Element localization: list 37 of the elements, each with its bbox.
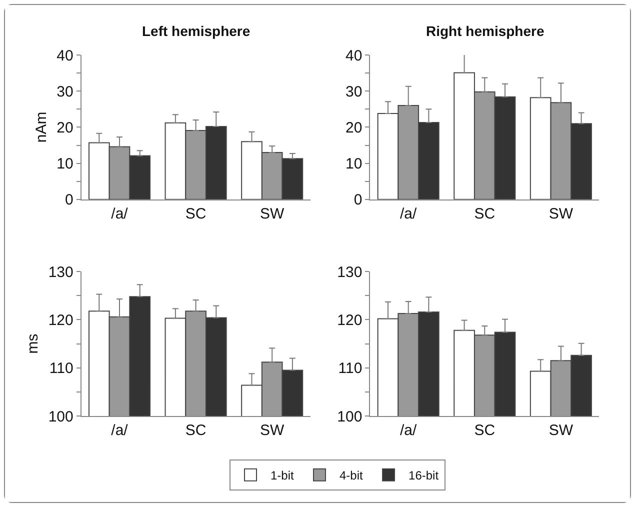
y-tick-label: 110 — [49, 360, 74, 378]
x-tick-label: /a/ — [111, 422, 129, 439]
x-tick-label: SW — [260, 205, 286, 222]
chart-title: Left hemisphere — [142, 23, 250, 39]
y-tick-label: 30 — [346, 83, 362, 100]
y-tick-label: 120 — [337, 312, 362, 329]
x-tick-label: /a/ — [400, 205, 418, 222]
y-tick-label: 40 — [56, 47, 74, 64]
y-tick-label: 10 — [346, 156, 362, 173]
x-tick-label: /a/ — [400, 422, 418, 439]
y-axis-title: nAm — [32, 112, 50, 143]
x-tick-label: SC — [185, 422, 206, 439]
y-axis-title: ms — [24, 334, 42, 354]
y-tick-label: 20 — [56, 119, 74, 136]
y-tick-label: 110 — [338, 360, 362, 378]
x-tick-label: SC — [474, 422, 496, 439]
y-tick-label: 30 — [56, 83, 74, 100]
y-tick-label: 100 — [48, 408, 74, 426]
y-tick-label: 20 — [346, 119, 362, 136]
y-tick-label: 100 — [337, 408, 362, 426]
y-tick-label: 120 — [48, 312, 74, 329]
y-tick-label: 10 — [56, 156, 74, 173]
chart-title: Right hemisphere — [426, 23, 544, 39]
x-tick-label: SW — [548, 205, 574, 222]
x-tick-label: SW — [260, 422, 286, 439]
x-tick-label: /a/ — [111, 205, 129, 222]
x-tick-label: SC — [474, 205, 496, 222]
y-tick-label: 40 — [346, 47, 362, 64]
x-tick-label: SW — [548, 422, 574, 439]
y-tick-label: 0 — [354, 192, 362, 209]
legend-label: 1-bit — [270, 468, 295, 482]
y-tick-label: 130 — [48, 264, 74, 281]
y-tick-label: 0 — [65, 192, 74, 209]
y-tick-label: 130 — [337, 264, 362, 281]
legend-label: 16-bit — [408, 468, 440, 482]
x-tick-label: SC — [185, 205, 206, 222]
legend-label: 4-bit — [340, 468, 364, 482]
